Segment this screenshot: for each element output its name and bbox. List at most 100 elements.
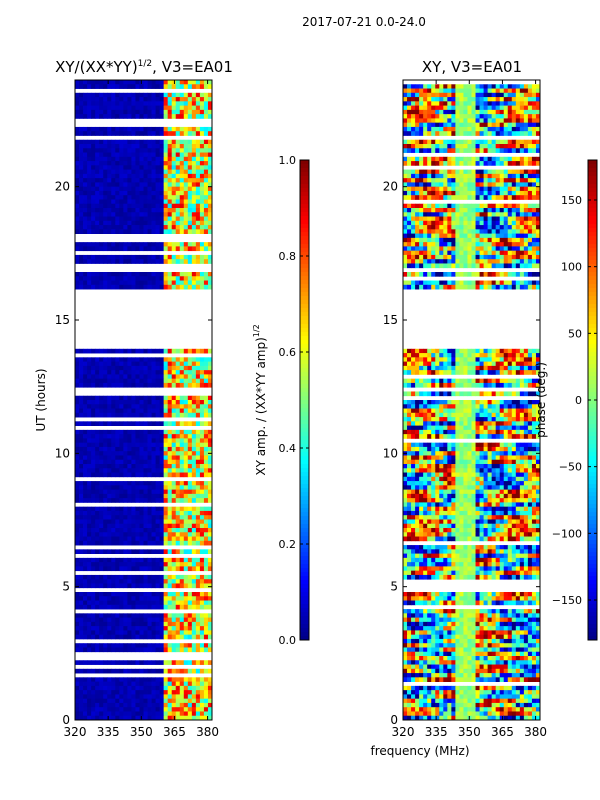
colorbar-segment [300, 580, 309, 585]
colorbar-segment [300, 208, 309, 213]
colorbar-tick-label: −50 [559, 461, 582, 474]
colorbar-tick-label: 0 [575, 394, 582, 407]
colorbar-segment [300, 196, 309, 201]
colorbar-segment [300, 268, 309, 273]
colorbar-segment [300, 168, 309, 173]
colorbar-segment [588, 380, 597, 385]
colorbar-segment [300, 396, 309, 401]
colorbar-segment [300, 392, 309, 397]
colorbar-segment [300, 552, 309, 557]
colorbar-segment [300, 232, 309, 237]
colorbar-segment [300, 236, 309, 241]
colorbar-segment [300, 260, 309, 265]
colorbar-segment [588, 364, 597, 369]
colorbar-segment [588, 536, 597, 541]
colorbar-segment [588, 188, 597, 193]
colorbar-segment [300, 244, 309, 249]
colorbar-segment [588, 264, 597, 269]
colorbar-segment [300, 488, 309, 493]
colorbar-segment [588, 464, 597, 469]
phase-title: XY, V3=EA01 [422, 58, 522, 76]
colorbar-segment [588, 624, 597, 629]
y-tick-label: 5 [390, 580, 398, 594]
colorbar-segment [588, 292, 597, 297]
amplitude-colorbar-frame [299, 159, 310, 641]
colorbar-segment [300, 536, 309, 541]
phase-plot-frame [402, 79, 541, 721]
colorbar-segment [300, 572, 309, 577]
colorbar-segment [300, 632, 309, 637]
y-tick-label: 15 [383, 313, 398, 327]
colorbar-segment [588, 580, 597, 585]
amplitude-panel: XY/(XX*YY)1/2, V3=EA01 320 335 350 365 380 0 5… [34, 58, 233, 739]
amplitude-heatmap [75, 80, 213, 721]
colorbar-segment [588, 268, 597, 273]
colorbar-segment [300, 612, 309, 617]
colorbar-segment [300, 548, 309, 553]
x-tick-label: 335 [97, 725, 120, 739]
colorbar-segment [300, 304, 309, 309]
colorbar-segment [588, 224, 597, 229]
colorbar-segment [588, 544, 597, 549]
x-tick-label: 380 [524, 725, 547, 739]
colorbar-segment [588, 448, 597, 453]
colorbar-segment [588, 400, 597, 405]
colorbar-segment [300, 228, 309, 233]
colorbar-segment [588, 564, 597, 569]
colorbar-segment [300, 448, 309, 453]
colorbar-segment [588, 560, 597, 565]
colorbar-segment [588, 252, 597, 257]
colorbar-segment [588, 468, 597, 473]
colorbar-segment [300, 352, 309, 357]
colorbar-segment [588, 228, 597, 233]
colorbar-segment [300, 364, 309, 369]
colorbar-segment [300, 344, 309, 349]
colorbar-segment [588, 308, 597, 313]
colorbar-segment [588, 620, 597, 625]
colorbar-segment [300, 484, 309, 489]
y-tick-label: 5 [62, 580, 70, 594]
colorbar-segment [588, 576, 597, 581]
colorbar-segment [588, 416, 597, 421]
colorbar-segment [300, 532, 309, 537]
colorbar-segment [300, 464, 309, 469]
colorbar-segment [300, 404, 309, 409]
colorbar-segment [588, 508, 597, 513]
colorbar-segment [588, 368, 597, 373]
colorbar-segment [588, 244, 597, 249]
colorbar-segment [300, 408, 309, 413]
colorbar-segment [300, 256, 309, 261]
colorbar-segment [300, 292, 309, 297]
phase-colorbar-label: phase (deg.) [534, 362, 548, 438]
colorbar-segment [588, 196, 597, 201]
y-axis-label: UT (hours) [34, 368, 48, 431]
colorbar-segment [588, 220, 597, 225]
colorbar-segment [588, 204, 597, 209]
colorbar-segment [300, 312, 309, 317]
colorbar-segment [300, 476, 309, 481]
colorbar-segment [588, 440, 597, 445]
colorbar-segment [300, 620, 309, 625]
colorbar-segment [588, 180, 597, 185]
colorbar-segment [588, 212, 597, 217]
colorbar-segment [300, 216, 309, 221]
colorbar-segment [300, 592, 309, 597]
colorbar-segment [588, 484, 597, 489]
colorbar-segment [300, 264, 309, 269]
colorbar-segment [300, 360, 309, 365]
phase-panel: XY, V3=EA01 320 335 350 365 380 0 5 10 15 20 freq… [370, 58, 547, 758]
x-tick-label: 350 [458, 725, 481, 739]
colorbar-segment [300, 512, 309, 517]
colorbar-segment [588, 404, 597, 409]
colorbar-segment [300, 520, 309, 525]
colorbar-segment [588, 460, 597, 465]
amplitude-title: XY/(XX*YY)1/2, V3=EA01 [55, 58, 233, 76]
colorbar-segment [300, 328, 309, 333]
y-tick-label: 10 [383, 446, 398, 460]
colorbar-segment [300, 528, 309, 533]
colorbar-segment [300, 172, 309, 177]
colorbar-segment [588, 608, 597, 613]
colorbar-segment [588, 324, 597, 329]
colorbar-segment [300, 332, 309, 337]
colorbar-segment [588, 208, 597, 213]
